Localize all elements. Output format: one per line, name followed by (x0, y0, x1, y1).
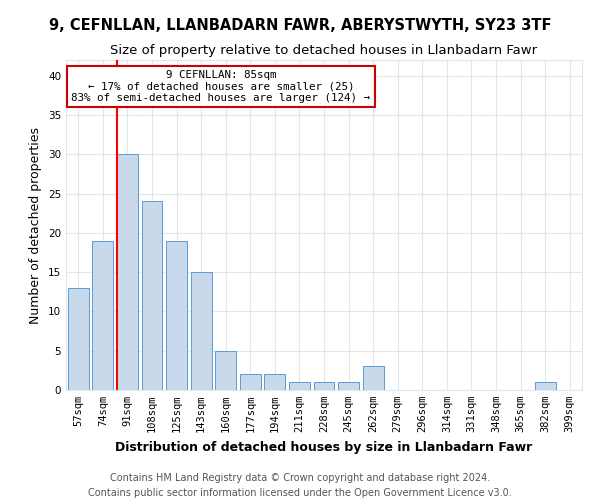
Text: 9 CEFNLLAN: 85sqm
← 17% of detached houses are smaller (25)
83% of semi-detached: 9 CEFNLLAN: 85sqm ← 17% of detached hous… (71, 70, 370, 103)
Y-axis label: Number of detached properties: Number of detached properties (29, 126, 43, 324)
Bar (92, 240, 113, 390)
Bar (314, 382, 334, 390)
Bar (166, 240, 187, 390)
Bar (240, 374, 261, 390)
Bar (289, 382, 310, 390)
Bar (535, 382, 556, 390)
X-axis label: Distribution of detached houses by size in Llanbadarn Fawr: Distribution of detached houses by size … (115, 440, 533, 454)
Bar (362, 366, 383, 390)
Text: Contains HM Land Registry data © Crown copyright and database right 2024.
Contai: Contains HM Land Registry data © Crown c… (88, 472, 512, 498)
Bar (117, 154, 138, 390)
Bar (338, 382, 359, 390)
Text: 9, CEFNLLAN, LLANBADARN FAWR, ABERYSTWYTH, SY23 3TF: 9, CEFNLLAN, LLANBADARN FAWR, ABERYSTWYT… (49, 18, 551, 32)
Bar (265, 374, 286, 390)
Title: Size of property relative to detached houses in Llanbadarn Fawr: Size of property relative to detached ho… (110, 44, 538, 58)
Bar (191, 272, 212, 390)
Bar (68, 288, 89, 390)
Bar (215, 350, 236, 390)
Bar (142, 202, 163, 390)
